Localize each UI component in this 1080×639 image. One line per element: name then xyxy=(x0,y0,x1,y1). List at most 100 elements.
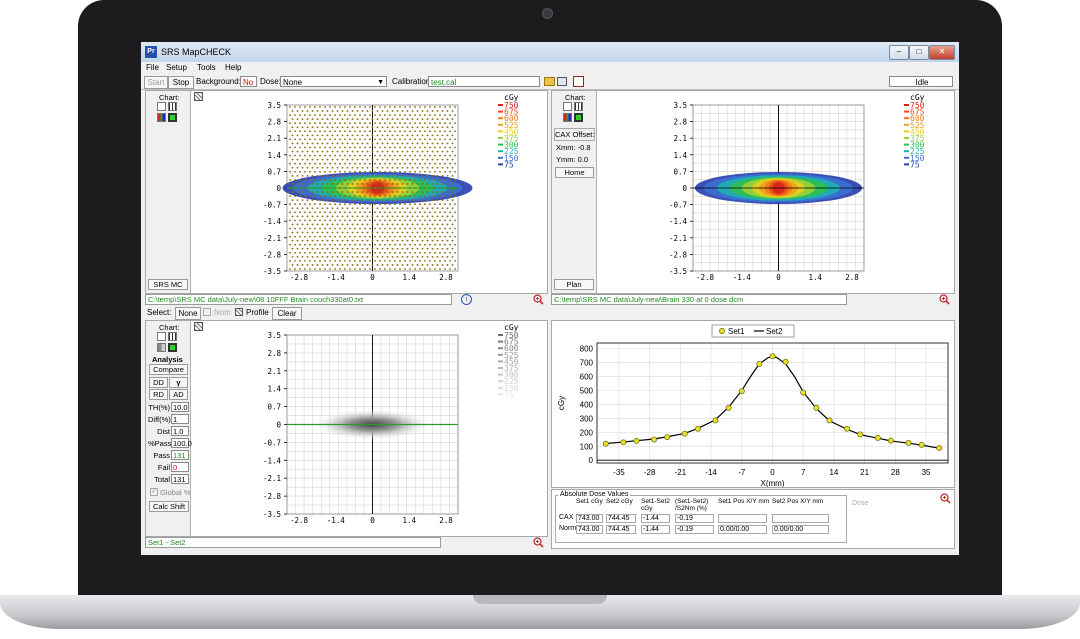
nom-checkbox-icon[interactable] xyxy=(203,308,211,316)
detector-dot xyxy=(361,207,364,210)
color-map-icon[interactable] xyxy=(157,113,166,122)
detector-dot xyxy=(376,239,379,242)
menu-setup[interactable]: Setup xyxy=(166,63,187,72)
detector-dot xyxy=(371,223,374,226)
plan-button[interactable]: Plan xyxy=(554,279,594,290)
isodose-icon[interactable] xyxy=(574,113,583,122)
detector-dot xyxy=(336,183,339,185)
detector-dot xyxy=(419,122,421,125)
dist-field[interactable]: 1.0 xyxy=(171,426,189,436)
detector-dot xyxy=(416,223,419,226)
settings-square-icon[interactable] xyxy=(194,322,203,331)
isodose-icon[interactable] xyxy=(168,113,177,122)
menu-help[interactable]: Help xyxy=(225,63,242,72)
detector-dot xyxy=(301,215,304,218)
detector-dot xyxy=(441,223,444,226)
3d-view-icon[interactable] xyxy=(157,332,166,341)
legend-label: 600 xyxy=(910,114,925,123)
detector-dot xyxy=(389,146,391,149)
detector-dot xyxy=(369,106,371,108)
select-none-button[interactable]: None xyxy=(175,307,201,320)
detector-dot xyxy=(314,179,316,181)
detector-dot xyxy=(356,118,359,121)
detector-dot xyxy=(294,146,296,149)
maximize-button[interactable]: □ xyxy=(909,45,929,60)
detector-dot xyxy=(306,247,309,250)
menu-tools[interactable]: Tools xyxy=(197,63,216,72)
detector-dot xyxy=(431,134,434,137)
profile-checkbox-icon[interactable] xyxy=(235,308,243,316)
clear-button[interactable]: Clear xyxy=(272,307,302,320)
detector-dot xyxy=(289,170,291,173)
global-checkbox-icon[interactable]: ✓ xyxy=(150,488,158,496)
series-set1-point xyxy=(725,404,732,411)
dose-select[interactable]: None ▼ xyxy=(280,76,387,87)
calibration-field[interactable]: test.cal xyxy=(428,76,540,87)
legend-unit: cGy xyxy=(504,93,519,102)
srs-mc-button[interactable]: SRS MC xyxy=(148,279,188,290)
report-icon[interactable] xyxy=(573,76,584,87)
rd-button[interactable]: RD xyxy=(149,389,168,400)
zoom-icon[interactable] xyxy=(533,537,544,548)
home-button[interactable]: Home xyxy=(555,167,594,178)
th-field[interactable]: 10.0 xyxy=(171,402,189,412)
detector-dot xyxy=(361,126,364,129)
detector-dot xyxy=(409,162,411,165)
detector-dot xyxy=(394,219,396,222)
color-map-icon[interactable] xyxy=(563,113,572,122)
detector-dot xyxy=(299,219,301,222)
detector-dot xyxy=(454,268,456,270)
background-field[interactable]: No xyxy=(240,76,257,87)
save-icon[interactable] xyxy=(557,77,567,86)
detector-dot xyxy=(289,154,291,157)
x-tick-label: 2.8 xyxy=(845,273,859,282)
zoom-icon[interactable] xyxy=(533,294,544,305)
detector-dot xyxy=(339,260,341,262)
legend-swatch xyxy=(904,130,909,133)
detector-dot xyxy=(441,183,444,185)
detector-dot xyxy=(291,150,294,153)
isodose-icon[interactable] xyxy=(168,343,177,352)
folder-open-icon[interactable] xyxy=(544,77,555,86)
detector-dot xyxy=(321,264,324,266)
settings-square-icon[interactable] xyxy=(194,92,203,101)
detector-dot xyxy=(316,183,319,185)
compare-button[interactable]: Compare xyxy=(149,364,188,375)
menu-file[interactable]: File xyxy=(146,63,159,72)
detector-dot xyxy=(341,223,344,226)
grid-view-icon[interactable] xyxy=(168,332,177,341)
grid-view-icon[interactable] xyxy=(168,102,177,111)
zoom-icon[interactable] xyxy=(939,294,950,305)
detector-dot xyxy=(391,142,394,145)
detector-dot xyxy=(326,247,329,250)
diff-field[interactable]: 1 xyxy=(171,414,189,424)
detector-dot xyxy=(376,199,379,202)
detector-dot xyxy=(304,195,306,197)
gray-map-icon[interactable] xyxy=(157,343,166,352)
stop-button[interactable]: Stop xyxy=(168,76,194,89)
detector-dot xyxy=(306,191,309,193)
detector-dot xyxy=(351,183,354,185)
calc-shift-button[interactable]: Calc Shift xyxy=(149,501,189,512)
detector-dot xyxy=(324,138,326,141)
dd-button[interactable]: DD xyxy=(149,377,168,388)
close-button[interactable]: ✕ xyxy=(929,45,955,60)
gamma-button[interactable]: γ xyxy=(169,377,188,388)
detector-dot xyxy=(301,142,304,145)
detector-dot xyxy=(421,264,424,266)
detector-dot xyxy=(384,122,386,125)
detector-dot xyxy=(324,122,326,125)
zoom-icon[interactable] xyxy=(940,493,951,504)
detector-dot xyxy=(304,122,306,125)
ad-button[interactable]: AD xyxy=(169,389,188,400)
detector-dot xyxy=(321,255,324,258)
series-set1-point xyxy=(813,404,820,411)
3d-view-icon[interactable] xyxy=(157,102,166,111)
minimize-button[interactable]: – xyxy=(889,45,909,60)
grid-view-icon[interactable] xyxy=(574,102,583,111)
detector-dot xyxy=(401,264,404,266)
detector-dot xyxy=(299,162,301,165)
info-icon[interactable]: i xyxy=(461,294,472,305)
start-button[interactable]: Start xyxy=(144,76,168,89)
3d-view-icon[interactable] xyxy=(563,102,572,111)
